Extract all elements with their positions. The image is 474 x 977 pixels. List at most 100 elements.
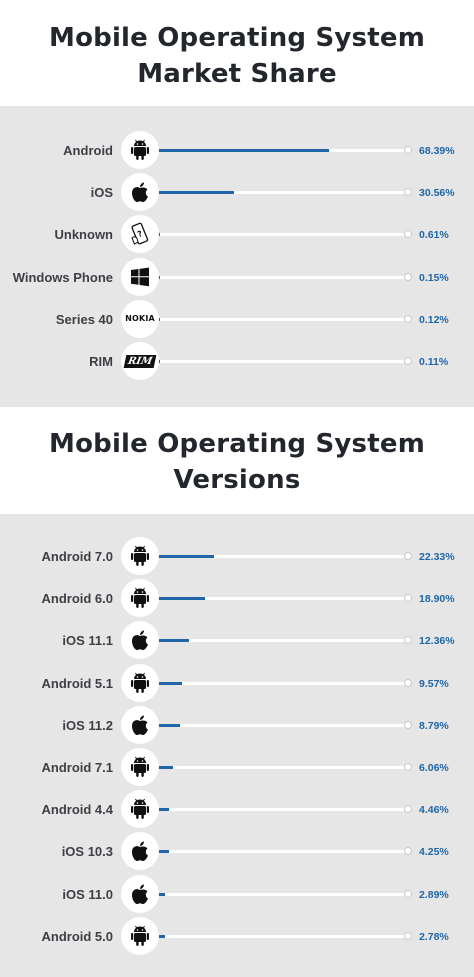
bar-track (158, 723, 408, 727)
category-label: Android 5.0 (41, 928, 113, 944)
chart-title-market-share: Mobile Operating System Market Share (49, 23, 425, 89)
bar-end-marker (404, 889, 412, 898)
value-label: 18.90% (419, 593, 455, 606)
bar-row: iOS 30.56% (0, 173, 474, 213)
value-label: 0.15% (419, 271, 449, 284)
apple-icon (121, 173, 159, 212)
bar (158, 275, 160, 279)
category-label: iOS 11.1 (62, 633, 113, 649)
bar-end-marker (404, 720, 412, 729)
value-label: 30.56% (419, 187, 455, 200)
bar (158, 723, 180, 727)
apple-icon (121, 621, 159, 660)
bar (158, 555, 214, 558)
android-icon (121, 663, 159, 702)
bar-end-marker (404, 188, 412, 197)
android-icon (121, 790, 159, 829)
value-label: 0.11% (419, 356, 449, 368)
bar-row: iOS 11.2 8.79% (0, 705, 474, 746)
category-label: Android 6.0 (41, 591, 113, 607)
category-label: Android (63, 143, 113, 158)
value-label: 2.89% (419, 888, 449, 901)
android-icon (121, 916, 159, 955)
category-label: Android 4.4 (41, 802, 113, 818)
bar-end-marker (404, 146, 412, 154)
bar (158, 360, 160, 363)
value-label: 0.12% (419, 313, 449, 326)
bar-row: iOS 11.1 12.36% (0, 621, 474, 661)
bar (158, 191, 235, 195)
bar-row: Android 68.39% (0, 131, 474, 171)
apple-icon (121, 832, 159, 871)
bar-track (158, 317, 408, 321)
category-label: Windows Phone (12, 269, 113, 285)
nokia-logo: NOKIA (121, 299, 159, 338)
bar-track (158, 555, 408, 558)
bar-track (158, 808, 408, 812)
value-label: 22.33% (419, 551, 455, 563)
bar-row: iOS 10.3 4.25% (0, 832, 474, 872)
bar-track (158, 892, 408, 896)
bar (158, 639, 189, 643)
bar-track (158, 275, 408, 279)
bar-end-marker (404, 314, 412, 323)
bar-end-marker (404, 847, 412, 856)
value-label: 2.78% (419, 930, 449, 943)
apple-icon (121, 874, 159, 913)
bar-track (158, 597, 408, 601)
bar (158, 149, 329, 152)
value-label: 12.36% (419, 635, 455, 648)
category-label: Android 5.1 (41, 675, 113, 691)
bar-row: Series 40 NOKIA 0.12% (0, 299, 474, 340)
bar-row: Android 7.0 22.33% (0, 537, 474, 577)
market-share-panel: Android 68.39% iOS 30.56% Unknown? 0.61% Windo… (0, 106, 474, 407)
category-label: Series 40 (55, 311, 113, 327)
category-label: RIM (89, 354, 113, 369)
bar-end-marker (404, 594, 412, 603)
bar-row: Android 5.1 9.57% (0, 663, 474, 704)
bar-track (158, 850, 408, 854)
bar-end-marker (404, 552, 412, 560)
unknown-phone-icon: ? (121, 215, 159, 254)
nokia-logo-text: NOKIA (125, 314, 155, 324)
value-label: 68.39% (419, 145, 455, 157)
category-label: Android 7.1 (41, 760, 113, 775)
bar-track (158, 149, 408, 152)
bar-track (158, 233, 408, 237)
bar-end-marker (404, 272, 412, 281)
chart-title-versions: Mobile Operating System Versions (49, 429, 425, 495)
value-label: 4.25% (419, 846, 449, 859)
value-label: 0.61% (419, 229, 449, 242)
bar-track (158, 639, 408, 643)
bar-end-marker (404, 931, 412, 940)
versions-panel: Android 7.0 22.33% Android 6.0 18.90% iOS 11… (0, 514, 474, 977)
android-icon (121, 579, 159, 618)
category-label: iOS 10.3 (61, 844, 113, 860)
bar-end-marker (404, 357, 412, 365)
bar-end-marker (404, 805, 412, 814)
category-label: iOS 11.2 (62, 717, 113, 733)
bar-end-marker (404, 230, 412, 239)
windows-icon (121, 257, 159, 296)
bar-row: Windows Phone 0.15% (0, 257, 474, 298)
svg-text:?: ? (136, 229, 144, 239)
value-label: 4.46% (419, 804, 449, 817)
category-label: Android 7.0 (41, 549, 113, 564)
bar (158, 934, 165, 938)
bar (158, 317, 160, 321)
bar (158, 597, 206, 601)
bar-track (158, 681, 408, 685)
bar-row: Android 5.0 2.78% (0, 916, 474, 957)
android-icon (121, 537, 159, 575)
bar-row: Unknown? 0.61% (0, 215, 474, 255)
bar (158, 892, 166, 896)
bar-end-marker (404, 636, 412, 645)
bar-row: Android 4.4 4.46% (0, 790, 474, 830)
bar-track (158, 191, 408, 195)
bar-row: Android 6.0 18.90% (0, 579, 474, 619)
bar (158, 850, 169, 854)
bar-row: Android 7.1 6.06% (0, 748, 474, 788)
bar-track (158, 934, 408, 938)
value-label: 6.06% (419, 762, 449, 774)
android-icon (121, 131, 159, 169)
